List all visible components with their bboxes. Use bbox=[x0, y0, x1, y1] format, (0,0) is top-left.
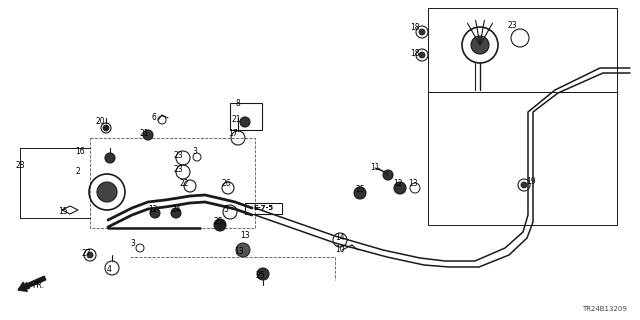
Circle shape bbox=[257, 268, 269, 280]
Bar bbox=[230, 103, 262, 130]
Text: 6: 6 bbox=[152, 114, 157, 123]
Text: 25: 25 bbox=[255, 270, 264, 279]
Text: 13: 13 bbox=[240, 230, 250, 239]
Circle shape bbox=[143, 130, 153, 140]
Text: 19: 19 bbox=[526, 178, 536, 187]
Bar bbox=[245, 203, 282, 214]
Circle shape bbox=[354, 187, 366, 199]
Text: 20: 20 bbox=[95, 117, 104, 126]
Circle shape bbox=[383, 170, 393, 180]
Circle shape bbox=[236, 243, 250, 257]
Circle shape bbox=[521, 182, 527, 188]
Circle shape bbox=[419, 52, 425, 58]
Text: 11: 11 bbox=[370, 163, 380, 172]
Text: 23: 23 bbox=[173, 150, 182, 159]
Circle shape bbox=[394, 182, 406, 194]
Circle shape bbox=[97, 182, 117, 202]
Circle shape bbox=[150, 208, 160, 218]
Text: 26: 26 bbox=[222, 179, 232, 188]
Text: 22: 22 bbox=[179, 179, 189, 188]
FancyArrow shape bbox=[18, 276, 46, 291]
Circle shape bbox=[103, 125, 109, 131]
Text: 27: 27 bbox=[82, 249, 92, 258]
Text: 14: 14 bbox=[335, 234, 344, 243]
Text: E-7-5: E-7-5 bbox=[253, 205, 273, 211]
Text: 25: 25 bbox=[213, 218, 223, 227]
Bar bbox=[90, 138, 255, 228]
Text: 21: 21 bbox=[140, 129, 150, 138]
Text: 18: 18 bbox=[410, 23, 419, 33]
Text: 25: 25 bbox=[355, 186, 365, 195]
Circle shape bbox=[471, 36, 489, 54]
Circle shape bbox=[240, 117, 250, 127]
Text: 2: 2 bbox=[75, 167, 80, 177]
Text: 12: 12 bbox=[148, 204, 157, 213]
Text: 12: 12 bbox=[393, 179, 403, 188]
Text: 5: 5 bbox=[223, 204, 228, 213]
Text: 21: 21 bbox=[232, 116, 241, 124]
Text: 13: 13 bbox=[408, 179, 418, 188]
Circle shape bbox=[87, 252, 93, 258]
Text: 17: 17 bbox=[228, 129, 237, 138]
Text: 23: 23 bbox=[173, 164, 182, 173]
Circle shape bbox=[419, 29, 425, 35]
Text: 15: 15 bbox=[58, 207, 68, 217]
Text: 18: 18 bbox=[410, 49, 419, 58]
Text: 24: 24 bbox=[172, 204, 182, 213]
Text: FR.: FR. bbox=[32, 281, 44, 290]
Text: 4: 4 bbox=[107, 266, 112, 275]
Text: 3: 3 bbox=[130, 238, 135, 247]
Bar bbox=[428, 92, 617, 225]
Text: 16: 16 bbox=[75, 148, 84, 156]
Text: 23: 23 bbox=[508, 20, 518, 29]
Circle shape bbox=[171, 208, 181, 218]
Text: 28: 28 bbox=[15, 161, 24, 170]
Text: 3: 3 bbox=[192, 148, 197, 156]
Circle shape bbox=[214, 219, 226, 231]
Text: TR24B13209: TR24B13209 bbox=[582, 306, 627, 312]
Circle shape bbox=[105, 153, 115, 163]
Text: 10: 10 bbox=[335, 244, 344, 253]
Text: 13: 13 bbox=[234, 247, 244, 257]
Text: 8: 8 bbox=[236, 99, 241, 108]
